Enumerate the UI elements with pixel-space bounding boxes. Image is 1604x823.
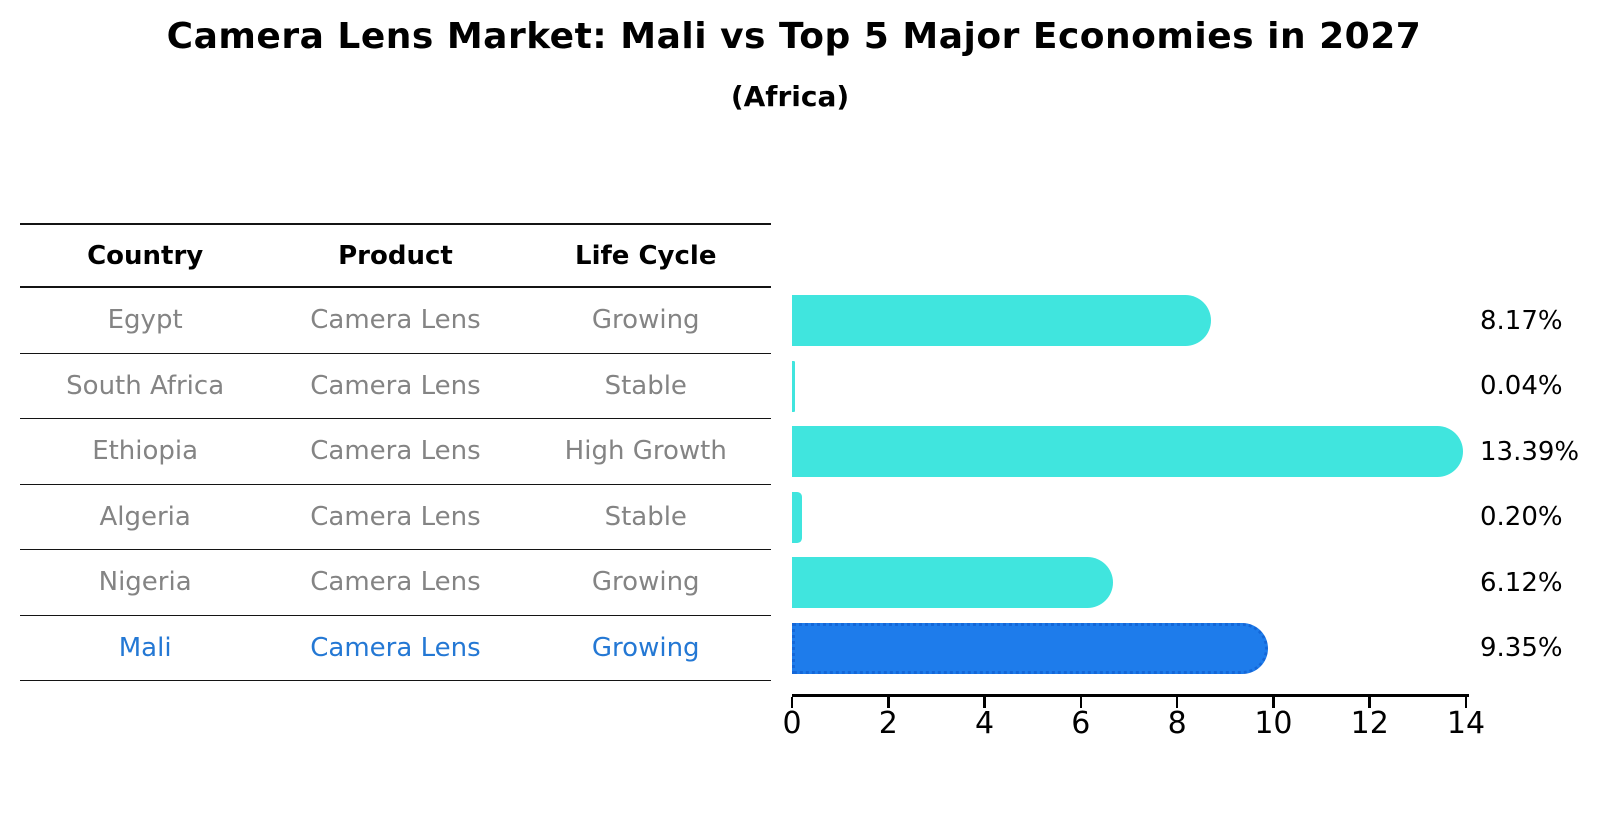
value-label: 6.12% bbox=[1480, 567, 1563, 598]
cell-life-cycle: Growing bbox=[591, 567, 700, 598]
x-axis-tick bbox=[1368, 696, 1371, 708]
chart-title: Camera Lens Market: Mali vs Top 5 Major … bbox=[166, 16, 1422, 57]
x-axis-tick bbox=[1272, 696, 1275, 708]
x-axis-tick-label: 14 bbox=[1446, 706, 1486, 741]
cell-product: Camera Lens bbox=[310, 370, 481, 401]
table-row: South Africa Camera Lens Stable bbox=[20, 354, 771, 419]
x-axis-tick-label: 8 bbox=[1167, 706, 1187, 741]
x-axis-tick-label: 12 bbox=[1350, 706, 1389, 741]
value-label: 0.20% bbox=[1480, 502, 1563, 532]
x-axis-tick bbox=[887, 696, 890, 708]
x-axis-tick bbox=[1175, 696, 1179, 708]
x-axis-line bbox=[792, 694, 1469, 697]
x-axis-tick bbox=[790, 696, 794, 708]
x-axis-tick bbox=[1079, 696, 1083, 708]
cell-life-cycle: Growing bbox=[591, 632, 700, 663]
cell-country: Nigeria bbox=[98, 567, 192, 598]
bar-egypt bbox=[792, 295, 1212, 346]
cell-life-cycle: Stable bbox=[604, 501, 687, 532]
bar-mali bbox=[792, 622, 1269, 674]
value-label: 13.39% bbox=[1480, 436, 1580, 467]
cell-product: Camera Lens bbox=[310, 567, 481, 598]
x-axis-tick-label: 4 bbox=[975, 706, 995, 741]
bar-nigeria bbox=[792, 557, 1113, 608]
cell-life-cycle: High Growth bbox=[564, 436, 727, 467]
table-header-country: Country bbox=[87, 241, 204, 271]
table-header-row: Country Product Life Cycle bbox=[20, 223, 771, 288]
cell-product: Camera Lens bbox=[310, 436, 481, 467]
value-label: 9.35% bbox=[1480, 633, 1563, 663]
cell-country: Ethiopia bbox=[92, 436, 199, 467]
table-row: Nigeria Camera Lens Growing bbox=[20, 550, 771, 616]
value-label: 0.04% bbox=[1480, 371, 1563, 401]
x-axis-tick-label: 2 bbox=[878, 706, 898, 741]
cell-country: Algeria bbox=[99, 501, 191, 532]
cell-product: Camera Lens bbox=[310, 501, 481, 532]
cell-country: South Africa bbox=[66, 370, 225, 401]
value-label: 8.17% bbox=[1480, 305, 1563, 336]
table-row: Algeria Camera Lens Stable bbox=[20, 485, 771, 550]
bar-south-africa bbox=[792, 360, 795, 412]
table-row: Mali Camera Lens Growing bbox=[20, 616, 771, 681]
chart-subtitle: (Africa) bbox=[730, 80, 850, 113]
bar-algeria bbox=[792, 491, 802, 543]
x-axis-tick-label: 10 bbox=[1254, 706, 1293, 741]
table-row: Egypt Camera Lens Growing bbox=[20, 288, 771, 354]
table-header-product: Product bbox=[338, 241, 453, 271]
x-axis-tick-label: 0 bbox=[782, 706, 802, 741]
cell-life-cycle: Stable bbox=[604, 370, 687, 401]
table-row: Ethiopia Camera Lens High Growth bbox=[20, 419, 771, 485]
cell-country: Egypt bbox=[107, 305, 183, 336]
cell-product: Camera Lens bbox=[310, 632, 481, 663]
cell-product: Camera Lens bbox=[310, 305, 481, 336]
bar-ethiopia bbox=[792, 426, 1463, 477]
table-header-life-cycle: Life Cycle bbox=[575, 241, 717, 271]
cell-country: Mali bbox=[118, 632, 172, 663]
x-axis-tick-label: 6 bbox=[1071, 706, 1091, 741]
x-axis-tick bbox=[983, 696, 986, 708]
x-axis-tick bbox=[1464, 696, 1468, 708]
cell-life-cycle: Growing bbox=[591, 305, 700, 336]
